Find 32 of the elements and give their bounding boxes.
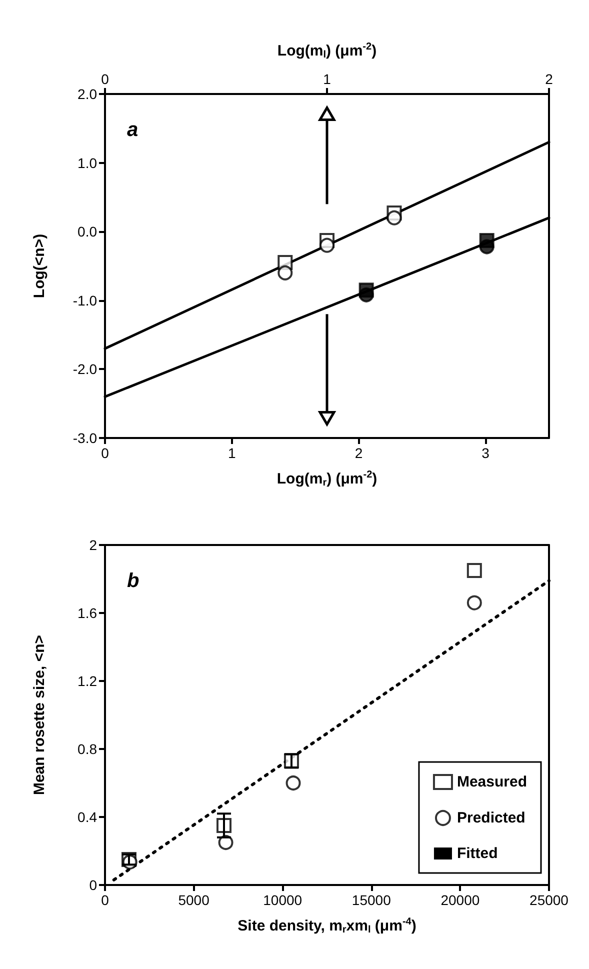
x-tick-label: 5000 <box>178 892 210 908</box>
y-axis-title: Log(<n>) <box>31 234 48 298</box>
x2-tick-label: 2 <box>545 71 554 87</box>
legend-label: Measured <box>456 774 528 790</box>
x-tick-label: 0 <box>101 445 110 461</box>
y-tick-label: 0.8 <box>78 741 98 757</box>
x-tick-label: 3 <box>482 445 490 461</box>
y-axis-title: Mean rosette size, <n> <box>31 634 48 796</box>
y-tick-label: 2.0 <box>78 86 98 102</box>
y-tick-label: -2.0 <box>72 361 98 378</box>
x-tick-label: 0 <box>101 892 110 908</box>
y-tick-label: 0.0 <box>78 224 98 240</box>
x2-tick-label: 1 <box>323 71 332 87</box>
x-tick-label: 25000 <box>530 892 569 908</box>
y-tick-label: 0.4 <box>78 809 98 825</box>
y-tick-label: 0 <box>89 877 98 893</box>
y-tick-label: 2 <box>89 537 98 553</box>
x-tick-label: 20000 <box>440 892 480 908</box>
y-tick-label: -1.0 <box>72 292 98 308</box>
annotation: b <box>127 570 140 592</box>
legend-label: Fitted <box>456 845 498 862</box>
y-tick-label: 1.2 <box>78 673 98 689</box>
x-tick-label: 1 <box>228 445 236 461</box>
x2-tick-label: 0 <box>101 71 110 87</box>
y-tick-label: -3.0 <box>72 430 98 446</box>
x-tick-label: 15000 <box>352 892 392 908</box>
y-tick-label: 1.6 <box>78 605 98 621</box>
annotation: a <box>127 119 138 141</box>
y-tick-label: 1.0 <box>78 154 98 171</box>
legend-label: Predicted <box>456 810 526 826</box>
x-tick-label: 2 <box>354 445 363 461</box>
x-tick-label: 10000 <box>263 892 302 908</box>
